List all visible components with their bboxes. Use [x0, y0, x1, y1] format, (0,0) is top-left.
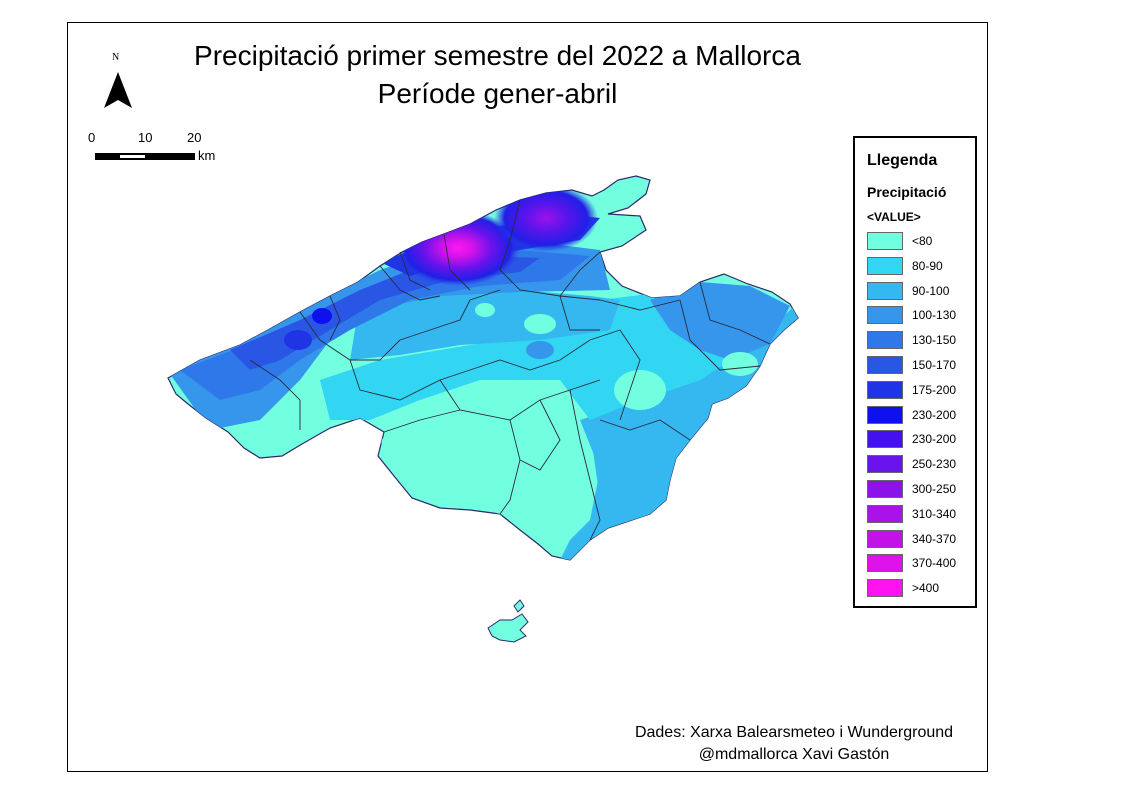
- legend-label: 90-100: [912, 283, 950, 298]
- legend-item: 370-400: [867, 554, 975, 579]
- legend-label: 340-370: [912, 531, 957, 546]
- scale-labels: 0 10 20 km: [88, 130, 228, 166]
- cabrera-island: [487, 613, 529, 643]
- legend-item: 150-170: [867, 355, 975, 381]
- legend-item: 230-200: [867, 430, 975, 455]
- legend-label: 80-90: [912, 258, 943, 273]
- legend-label: 230-200: [912, 407, 957, 422]
- legend-label: 250-230: [912, 457, 957, 472]
- legend-item: 310-340: [867, 504, 975, 530]
- legend-item: 80-90: [867, 256, 975, 282]
- legend-label: 310-340: [912, 506, 957, 521]
- legend-swatch: [867, 455, 903, 474]
- credits-author: @mdmallorca Xavi Gastón: [698, 746, 890, 763]
- legend-label: 150-170: [912, 357, 957, 372]
- legend-swatch: [867, 256, 903, 275]
- scale-tick-0: 0: [88, 130, 96, 145]
- legend-label: 130-150: [912, 333, 957, 348]
- legend-swatch: [867, 281, 903, 300]
- legend-field: <VALUE>: [867, 210, 921, 224]
- credits: Dades: Xarxa Balearsmeteo i Wunderground…: [608, 722, 980, 766]
- legend-item: <80: [867, 232, 975, 257]
- legend-swatch: [867, 479, 903, 498]
- legend-label: >400: [912, 581, 940, 596]
- legend-item: 175-200: [867, 380, 975, 406]
- map-title: Precipitació primer semestre del 2022 a …: [194, 40, 801, 71]
- map-subtitle: Període gener-abril: [377, 78, 618, 109]
- legend-label: <80: [912, 234, 933, 248]
- scale-unit: km: [198, 148, 216, 163]
- legend-label: 100-130: [912, 308, 957, 323]
- legend-item: 230-200: [867, 405, 975, 431]
- north-label: N: [112, 52, 120, 63]
- legend-label: 175-200: [912, 382, 957, 397]
- legend-items: <80 80-90 90-100 100-130 130-150 150-170 175-2…: [867, 232, 975, 604]
- north-arrow-icon: [104, 72, 132, 108]
- legend-item: 250-230: [867, 455, 975, 480]
- legend-item: 130-150: [867, 331, 975, 356]
- legend-swatch: [867, 380, 903, 399]
- legend-item: >400: [867, 579, 975, 604]
- legend-item: 100-130: [867, 306, 975, 331]
- legend-label: 230-200: [912, 432, 957, 447]
- legend-label: 300-250: [912, 481, 957, 496]
- legend: Llegenda Precipitació <VALUE> <80 80-90 90…: [853, 136, 977, 608]
- scale-bar: [95, 153, 195, 160]
- legend-swatch: [867, 554, 903, 573]
- scale-tick-10: 10: [138, 130, 153, 145]
- legend-swatch: [867, 306, 903, 325]
- legend-swatch: [867, 232, 903, 250]
- legend-title: Llegenda: [867, 152, 938, 169]
- legend-swatch: [867, 331, 903, 350]
- legend-item: 300-250: [867, 479, 975, 505]
- legend-label: 370-400: [912, 556, 957, 571]
- legend-swatch: [867, 504, 903, 523]
- legend-swatch: [867, 579, 903, 598]
- cabrera-islet: [513, 599, 525, 613]
- legend-item: 340-370: [867, 529, 975, 555]
- legend-swatch: [867, 405, 903, 424]
- scale-tick-20: 20: [187, 130, 202, 145]
- precipitation-surface: [168, 184, 798, 560]
- credits-source: Dades: Xarxa Balearsmeteo i Wunderground: [634, 724, 954, 741]
- legend-subtitle: Precipitació: [867, 184, 947, 200]
- mallorca-island: [167, 175, 799, 561]
- municipality-boundaries: [249, 199, 771, 541]
- legend-swatch: [867, 430, 903, 449]
- legend-item: 90-100: [867, 281, 975, 307]
- legend-swatch: [867, 355, 903, 374]
- legend-swatch: [867, 529, 903, 548]
